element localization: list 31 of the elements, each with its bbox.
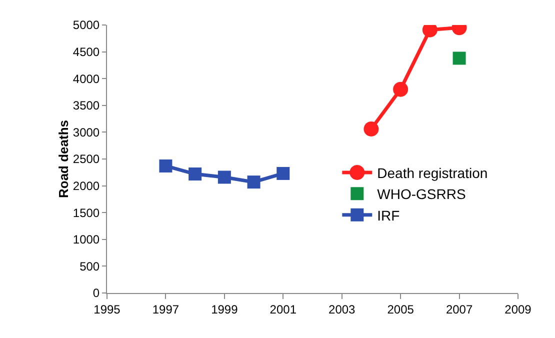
legend-label: IRF [377, 207, 400, 224]
point [452, 52, 466, 65]
x-tick-label: 2005 [387, 302, 414, 316]
legend-label: WHO-GSRRS [377, 186, 466, 202]
y-tick-label: 3500 [72, 98, 100, 113]
legend-label: Death registration [377, 164, 488, 181]
point [364, 121, 379, 136]
point [393, 82, 408, 97]
y-axis-title: Road deaths [56, 120, 71, 198]
y-tick-label: 1000 [72, 232, 100, 247]
x-tick-label: 1999 [211, 302, 238, 316]
y-tick-label: 0 [92, 286, 100, 300]
y-tick-label: 4000 [72, 72, 100, 86]
point [276, 166, 290, 180]
point [218, 170, 231, 184]
x-tick-label: 2007 [446, 302, 473, 316]
y-tick-label: 2000 [72, 179, 100, 193]
point [159, 159, 172, 172]
point [188, 168, 202, 181]
y-tick-label: 500 [80, 259, 100, 274]
y-tick-label: 1500 [72, 206, 100, 220]
x-tick-label: 1995 [94, 302, 121, 316]
x-tick-label: 2001 [270, 302, 297, 316]
y-tick-label: 5000 [72, 18, 100, 32]
x-tick-label: 1997 [152, 302, 180, 316]
y-tick-label: 2500 [72, 152, 100, 166]
y-tick-label: 4500 [72, 45, 100, 59]
point [247, 176, 260, 189]
x-tick-label: 2003 [328, 302, 356, 316]
y-tick-label: 3000 [72, 125, 100, 140]
x-tick-label: 2009 [504, 302, 532, 316]
